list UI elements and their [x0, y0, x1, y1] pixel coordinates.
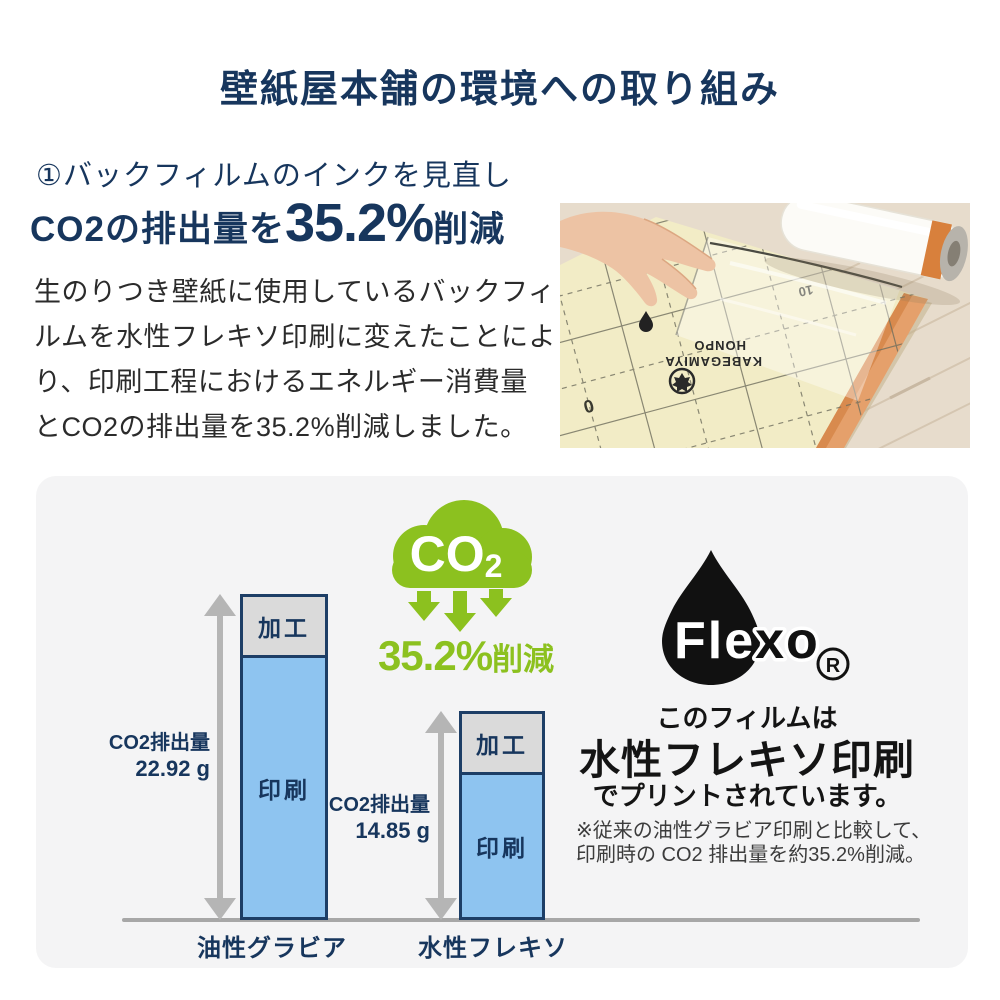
dimension-arrow-left: [204, 594, 236, 920]
section-heading: ①バックフィルムのインクを見直し: [36, 160, 512, 192]
co2-headline-prefix: CO2の排出量を: [30, 210, 285, 249]
intro-paragraph-line: ルムを水性フレキソ印刷に変えたことによ: [34, 322, 556, 352]
total-label: CO2排出量: [328, 794, 430, 816]
arrow-up-icon: [204, 594, 236, 616]
bar-segment-processing: 加工: [462, 714, 542, 775]
page-title: 壁紙屋本舗の環境への取り組み: [219, 69, 780, 111]
reduction-percent: 35.2%: [377, 632, 493, 679]
bar-segment-printing: 印刷: [462, 775, 542, 917]
small-drop-icon: [639, 311, 653, 332]
flexo-logo: Flexo R: [662, 550, 850, 685]
comparison-panel: 加工 印刷 CO2排出量 22.92 g 油性グラビア 加工 印刷 CO2排出: [36, 476, 968, 968]
film-statement-line1: このフィルムは: [656, 703, 838, 733]
reduction-callout: 35.2%削減: [332, 632, 600, 680]
bar-segment-printing: 印刷: [243, 658, 325, 917]
co2-reduction-headline: CO2の排出量を 35.2% 削減: [30, 196, 505, 252]
co2-headline-suffix: 削減: [433, 210, 506, 249]
crest-icon: [668, 367, 696, 395]
product-photo: 0 10 KABEGAMIYA HONPO: [560, 203, 970, 448]
registered-letter: R: [826, 655, 841, 677]
intro-paragraph-line: とCO2の排出量を35.2%削減しました。: [34, 412, 528, 442]
film-statement-line2: 水性フレキソ印刷: [579, 737, 915, 783]
segment-label: 印刷: [258, 776, 310, 803]
product-photo-illustration: 0 10 KABEGAMIYA HONPO: [560, 203, 970, 448]
cloud-sub-text: 2: [485, 548, 503, 584]
film-brand-line1: KABEGAMIYA: [664, 354, 762, 369]
arrow-down-icon: [425, 898, 457, 920]
co2-cloud-icon: CO2: [392, 500, 532, 632]
grid-number: 0: [581, 395, 596, 417]
down-arrow-icon: [480, 589, 512, 617]
film-highlight: [719, 297, 857, 337]
film-rule-line: [709, 241, 903, 289]
svg-text:Flexo: Flexo: [674, 612, 820, 670]
sheet-orange-edge-dark: [816, 293, 912, 448]
intro-paragraph-line: 生のりつき壁紙に使用しているバックフィ: [34, 277, 556, 307]
bar-oil-gravure: 加工 印刷: [240, 594, 328, 920]
hand: [560, 211, 716, 307]
footnote-line1: ※従来の油性グラビア印刷と比較して、: [576, 820, 932, 842]
arrow-up-icon: [425, 711, 457, 733]
total-value: 14.85 g: [355, 818, 430, 843]
flexo-drop-icon: [662, 550, 760, 685]
down-arrow-icon: [408, 591, 440, 621]
total-label-right: CO2排出量 14.85 g: [276, 792, 430, 844]
roll-core: [947, 240, 961, 267]
svg-text:CO2: CO2: [410, 526, 503, 584]
roll-highlight: [796, 203, 944, 239]
roll-orange-band: [920, 220, 952, 280]
total-label: CO2排出量: [108, 732, 210, 754]
chart-baseline: [122, 918, 920, 922]
down-arrow-icon: [444, 591, 476, 632]
footnote-line2: 印刷時の CO2 排出量を約35.2%削減。: [576, 844, 925, 866]
reduction-suffix: 削減: [492, 642, 555, 677]
bar-water-flexo: 加工 印刷: [459, 711, 545, 920]
flexo-logo-text-on-drop: Fle: [674, 612, 755, 670]
dimension-arrow-right: [425, 711, 457, 920]
segment-label: 印刷: [476, 835, 528, 861]
clear-film: [676, 237, 900, 401]
category-label-water-flexo: 水性フレキソ: [418, 935, 568, 962]
category-label-oil-gravure: 油性グラビア: [197, 935, 347, 962]
segment-label: 加工: [258, 615, 310, 641]
film-highlight: [729, 261, 887, 305]
total-value: 22.92 g: [135, 756, 210, 781]
grid-number: 10: [797, 282, 814, 300]
intro-paragraph: 生のりつき壁紙に使用しているバックフィ ルムを水性フレキソ印刷に変えたことによ …: [34, 270, 556, 450]
bar-segment-processing: 加工: [243, 597, 325, 658]
segment-label: 加工: [476, 732, 528, 758]
plank-seam: [889, 376, 931, 400]
intro-paragraph-line: り、印刷工程におけるエネルギー消費量: [34, 367, 528, 397]
crest-star: [672, 373, 692, 392]
total-label-left: CO2排出量 22.92 g: [56, 730, 210, 782]
film-statement-line3: でプリントされています。: [592, 781, 902, 811]
arrow-down-icon: [204, 898, 236, 920]
flexo-logo-text-off-drop: xo: [755, 612, 820, 670]
co2-headline-percent: 35.2%: [284, 193, 434, 253]
film-brand-print: KABEGAMIYA HONPO: [639, 311, 762, 395]
film-roll: [764, 203, 968, 306]
cloud-co-text: CO: [410, 526, 485, 582]
registered-mark-icon: R: [816, 647, 850, 681]
roll-shadow: [764, 257, 961, 306]
film-brand-line2: HONPO: [693, 338, 746, 353]
